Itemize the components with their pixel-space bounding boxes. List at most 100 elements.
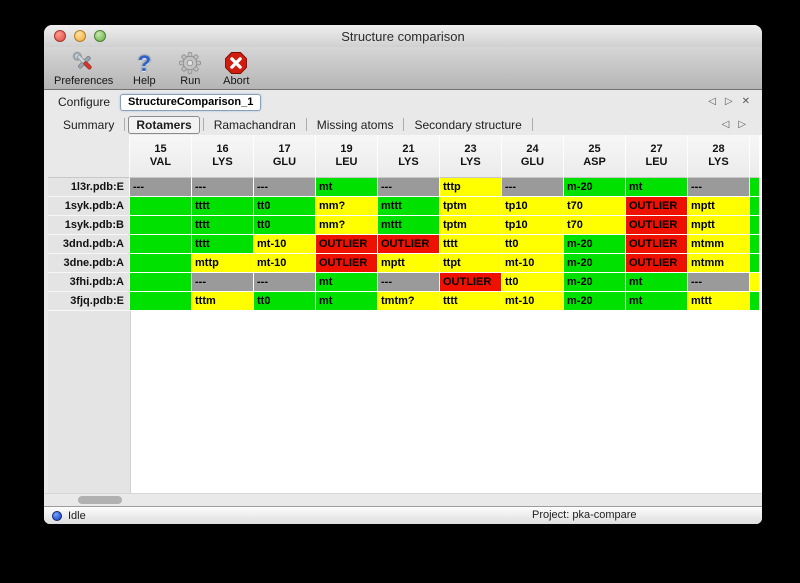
rotamer-cell[interactable]: mptt: [378, 254, 440, 273]
rotamer-cell[interactable]: mt-10: [502, 292, 564, 311]
preferences-button[interactable]: Preferences: [54, 50, 113, 87]
rotamer-cell[interactable]: tt0: [254, 197, 316, 216]
close-icon[interactable]: ✕: [741, 96, 750, 107]
rotamer-cell[interactable]: tptm: [440, 216, 502, 235]
rotamer-cell[interactable]: ---: [192, 273, 254, 292]
rotamer-cell[interactable]: OUTLIER: [440, 273, 502, 292]
row-label[interactable]: 3fhi.pdb:A: [48, 273, 130, 292]
rotamer-cell[interactable]: mttp: [192, 254, 254, 273]
rotamer-cell[interactable]: mt: [626, 273, 688, 292]
rotamer-cell[interactable]: OUTLIER: [316, 235, 378, 254]
next-arrow-icon[interactable]: ▷: [724, 96, 733, 107]
rotamer-cell[interactable]: tttt: [192, 235, 254, 254]
rotamer-cell-partial[interactable]: [750, 216, 760, 235]
rotamer-cell[interactable]: [130, 235, 192, 254]
tab-missing-atoms[interactable]: Missing atoms: [316, 117, 394, 132]
rotamer-cell[interactable]: m-20: [564, 254, 626, 273]
zoom-window-button[interactable]: [94, 30, 106, 42]
rotamer-cell[interactable]: mttt: [378, 216, 440, 235]
rotamer-cell[interactable]: [130, 273, 192, 292]
rotamer-cell[interactable]: tt0: [254, 216, 316, 235]
prev-arrow-icon[interactable]: ◁: [708, 96, 716, 107]
rotamer-cell[interactable]: m-20: [564, 273, 626, 292]
tab-summary[interactable]: Summary: [63, 117, 115, 132]
rotamer-cell[interactable]: tttm: [192, 292, 254, 311]
rotamer-cell-partial[interactable]: [750, 254, 760, 273]
rotamer-cell[interactable]: tttt: [192, 197, 254, 216]
close-window-button[interactable]: [54, 30, 66, 42]
row-label[interactable]: 3fjq.pdb:E: [48, 292, 130, 311]
rotamer-cell[interactable]: mt-10: [502, 254, 564, 273]
rotamer-cell[interactable]: tttt: [440, 292, 502, 311]
rotamer-cell[interactable]: tttp: [440, 178, 502, 197]
rotamer-cell[interactable]: tptm: [440, 197, 502, 216]
rotamer-cell[interactable]: ---: [192, 178, 254, 197]
rotamer-cell[interactable]: mt: [626, 178, 688, 197]
rotamer-cell[interactable]: OUTLIER: [316, 254, 378, 273]
rotamer-cell[interactable]: tt0: [502, 235, 564, 254]
rotamer-cell[interactable]: [130, 216, 192, 235]
rotamer-cell[interactable]: mt-10: [254, 254, 316, 273]
row-label[interactable]: 1syk.pdb:A: [48, 197, 130, 216]
rotamer-cell[interactable]: mt: [316, 292, 378, 311]
rotamer-cell[interactable]: tp10: [502, 216, 564, 235]
rotamer-cell[interactable]: [130, 254, 192, 273]
rotamer-cell[interactable]: ---: [502, 178, 564, 197]
rotamer-cell[interactable]: m-20: [564, 235, 626, 254]
rotamer-cell[interactable]: ---: [378, 273, 440, 292]
rotamer-cell[interactable]: OUTLIER: [378, 235, 440, 254]
row-label[interactable]: 3dne.pdb:A: [48, 254, 130, 273]
rotamer-cell[interactable]: ---: [688, 178, 750, 197]
rotamer-cell[interactable]: t70: [564, 216, 626, 235]
rotamer-cell[interactable]: mptt: [688, 216, 750, 235]
rotamer-cell[interactable]: [130, 292, 192, 311]
minimize-window-button[interactable]: [74, 30, 86, 42]
rotamer-cell[interactable]: m-20: [564, 178, 626, 197]
rotamer-cell-partial[interactable]: [750, 273, 760, 292]
rotamer-cell[interactable]: mt: [316, 178, 378, 197]
prev-arrow-icon[interactable]: ◁: [721, 119, 730, 130]
row-label[interactable]: 1l3r.pdb:E: [48, 178, 130, 197]
tab-rotamers[interactable]: Rotamers: [128, 115, 200, 134]
abort-button[interactable]: Abort: [221, 50, 251, 87]
rotamer-cell[interactable]: mt: [626, 292, 688, 311]
rotamer-cell[interactable]: mm?: [316, 216, 378, 235]
rotamer-cell[interactable]: mttt: [688, 292, 750, 311]
rotamer-cell[interactable]: ---: [378, 178, 440, 197]
rotamer-cell[interactable]: tp10: [502, 197, 564, 216]
horizontal-scrollbar-thumb[interactable]: [78, 496, 122, 504]
row-label[interactable]: 3dnd.pdb:A: [48, 235, 130, 254]
tab-secondary-structure[interactable]: Secondary structure: [414, 117, 522, 132]
horizontal-scrollbar[interactable]: [44, 493, 762, 506]
rotamer-cell[interactable]: tt0: [254, 292, 316, 311]
rotamer-cell[interactable]: OUTLIER: [626, 197, 688, 216]
rotamer-cell[interactable]: ---: [688, 273, 750, 292]
rotamer-cell[interactable]: OUTLIER: [626, 235, 688, 254]
rotamer-cell[interactable]: tttt: [192, 216, 254, 235]
rotamer-cell[interactable]: mm?: [316, 197, 378, 216]
rotamer-cell[interactable]: mttt: [378, 197, 440, 216]
rotamer-cell[interactable]: tttt: [440, 235, 502, 254]
row-label[interactable]: 1syk.pdb:B: [48, 216, 130, 235]
rotamer-cell[interactable]: ---: [254, 273, 316, 292]
rotamer-cell[interactable]: mtmm: [688, 254, 750, 273]
rotamer-cell[interactable]: t70: [564, 197, 626, 216]
rotamer-cell[interactable]: OUTLIER: [626, 216, 688, 235]
rotamer-cell-partial[interactable]: [750, 235, 760, 254]
run-button[interactable]: Run: [175, 50, 205, 87]
next-arrow-icon[interactable]: ▷: [738, 119, 746, 130]
rotamer-cell[interactable]: mt-10: [254, 235, 316, 254]
rotamer-cell[interactable]: ---: [130, 178, 192, 197]
help-button[interactable]: ? Help: [129, 50, 159, 88]
rotamer-cell-partial[interactable]: [750, 292, 760, 311]
rotamer-cell[interactable]: tmtm?: [378, 292, 440, 311]
title-bar[interactable]: Structure comparison: [44, 25, 762, 47]
rotamer-cell[interactable]: mt: [316, 273, 378, 292]
rotamer-cell[interactable]: mptt: [688, 197, 750, 216]
tab-ramachandran[interactable]: Ramachandran: [213, 117, 296, 132]
rotamer-cell[interactable]: ttpt: [440, 254, 502, 273]
rotamer-cell[interactable]: ---: [254, 178, 316, 197]
rotamer-cell[interactable]: mtmm: [688, 235, 750, 254]
rotamer-cell[interactable]: [130, 197, 192, 216]
rotamer-cell-partial[interactable]: [750, 178, 760, 197]
